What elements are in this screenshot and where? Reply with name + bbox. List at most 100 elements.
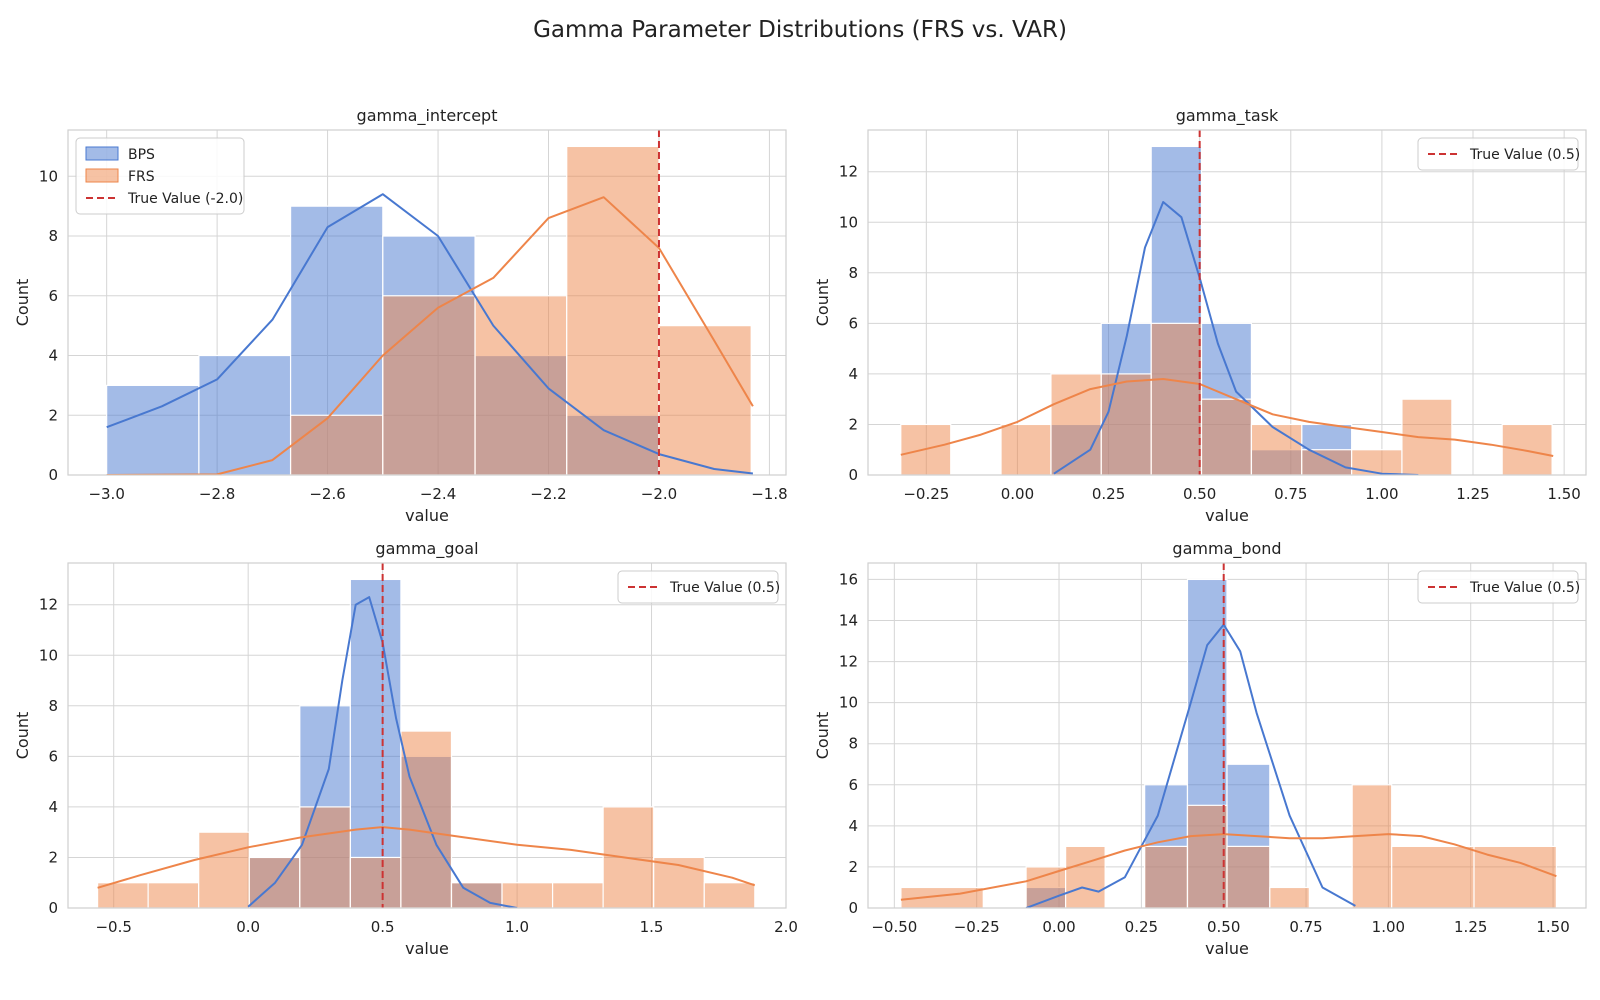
x-tick-label: −2.6 — [309, 485, 345, 503]
x-tick-label: −2.0 — [641, 485, 677, 503]
y-tick-label: 14 — [839, 612, 858, 630]
y-tick-label: 10 — [839, 694, 858, 712]
kde-line-FRS — [900, 378, 1554, 457]
bar-FRS — [198, 831, 250, 908]
x-tick-label: 1.00 — [1372, 918, 1405, 936]
subplot-title: gamma_task — [1176, 106, 1279, 126]
bar-FRS — [658, 325, 752, 475]
x-tick-label: 0.75 — [1289, 918, 1322, 936]
y-tick-label: 12 — [839, 163, 858, 181]
y-tick-label: 12 — [39, 596, 58, 614]
bar-FRS — [1200, 398, 1253, 475]
bar-FRS — [474, 295, 568, 475]
legend-swatch-FRS — [85, 168, 119, 183]
y-tick-label: 4 — [848, 817, 858, 835]
y-tick-label: 8 — [848, 735, 858, 753]
y-tick-label: 2 — [48, 848, 58, 866]
x-tick-label: 1.0 — [505, 918, 529, 936]
x-tick-label: 1.25 — [1456, 485, 1489, 503]
bar-FRS — [147, 882, 200, 908]
subplot-title: gamma_intercept — [357, 106, 498, 126]
x-tick-label: 1.50 — [1547, 485, 1580, 503]
bar-FRS — [1025, 866, 1067, 908]
y-tick-label: 6 — [848, 314, 858, 332]
x-tick-label: 1.50 — [1536, 918, 1569, 936]
x-tick-label: −3.0 — [88, 485, 124, 503]
axes-frame — [67, 562, 787, 909]
y-axis-label: Count — [13, 279, 32, 327]
x-tick-label: 1.25 — [1454, 918, 1487, 936]
y-tick-label: 0 — [48, 466, 58, 484]
x-tick-label: −0.25 — [954, 918, 1000, 936]
y-tick-label: 0 — [848, 466, 858, 484]
bar-FRS — [566, 145, 660, 475]
x-tick-label: 0.50 — [1207, 918, 1240, 936]
bar-FRS — [289, 414, 384, 475]
legend-label: True Value (0.5) — [669, 580, 780, 596]
y-tick-label: 2 — [48, 406, 58, 424]
axes-frame — [67, 129, 787, 476]
kde-line-FRS — [900, 833, 1557, 901]
legend-box — [617, 570, 779, 604]
plot-area — [900, 130, 1554, 475]
y-tick-label: 2 — [848, 415, 858, 433]
kde-line-BPS — [1025, 623, 1356, 908]
x-tick-label: −0.25 — [903, 485, 949, 503]
y-tick-label: 4 — [48, 798, 58, 816]
bar-FRS — [1250, 423, 1303, 475]
bars-FRS — [289, 145, 752, 475]
y-tick-label: 10 — [39, 167, 58, 185]
bar-FRS — [1391, 845, 1475, 908]
y-tick-label: 10 — [839, 213, 858, 231]
bar-FRS — [1351, 784, 1393, 908]
x-tick-label: −2.4 — [420, 485, 456, 503]
legend-label: True Value (0.5) — [1469, 580, 1580, 596]
y-tick-label: 0 — [848, 899, 858, 917]
bar-FRS — [1000, 423, 1052, 475]
bar-FRS — [1301, 449, 1353, 475]
bar-FRS — [1150, 322, 1203, 475]
plot-area — [900, 563, 1557, 908]
bar-FRS — [703, 882, 756, 908]
bar-FRS — [1186, 804, 1228, 908]
bar-FRS — [501, 882, 554, 908]
x-tick-label: 0.0 — [236, 918, 260, 936]
y-tick-label: 16 — [839, 570, 858, 588]
x-tick-label: 1.5 — [640, 918, 664, 936]
x-axis-label: value — [1205, 506, 1249, 525]
x-axis-label: value — [405, 939, 449, 958]
kde-line-FRS — [97, 826, 756, 889]
x-tick-label: 0.25 — [1125, 918, 1158, 936]
bar-FRS — [1065, 845, 1106, 908]
bar-FRS — [299, 806, 351, 908]
subplots: −3.0 −2.8 −2.6 −2.4 −2.2 −2.0 −1.8 0 2 4 6 8 10 gamma… — [13, 106, 1587, 958]
subplot-gamma_goal: −0.5 0.0 0.5 1.0 1.5 2.0 0 2 4 6 8 10 12 gamma_goalva… — [13, 539, 798, 958]
legend: BPS FRS True Value (-2.0) — [75, 137, 245, 215]
x-axis-label: value — [405, 506, 449, 525]
x-tick-label: −0.50 — [871, 918, 917, 936]
legend-label: FRS — [128, 169, 155, 185]
x-tick-label: 0.75 — [1274, 485, 1307, 503]
y-tick-label: 8 — [48, 227, 58, 245]
legend: True Value (0.5) — [1417, 570, 1580, 604]
plot-area — [96, 563, 756, 908]
bars-FRS — [900, 784, 1557, 908]
y-tick-label: 8 — [848, 264, 858, 282]
plot-area — [106, 130, 754, 475]
x-tick-label: 0.5 — [371, 918, 395, 936]
subplot-gamma_bond: −0.50 −0.25 0.00 0.25 0.50 0.75 1.00 1.25 1.50 0 2… — [813, 539, 1587, 958]
legend-swatch-BPS — [85, 146, 119, 161]
x-tick-label: 0.00 — [1001, 485, 1034, 503]
kde-line-BPS — [247, 596, 518, 908]
axes-frame — [867, 562, 1587, 909]
figure-title: Gamma Parameter Distributions (FRS vs. V… — [533, 17, 1067, 43]
x-tick-label: −0.5 — [95, 918, 131, 936]
legend-label: BPS — [128, 147, 155, 163]
bar-BPS — [106, 384, 200, 475]
y-tick-label: 4 — [848, 365, 858, 383]
y-tick-label: 0 — [48, 899, 58, 917]
x-axis-label: value — [1205, 939, 1249, 958]
y-tick-label: 8 — [48, 697, 58, 715]
y-tick-label: 6 — [48, 287, 58, 305]
